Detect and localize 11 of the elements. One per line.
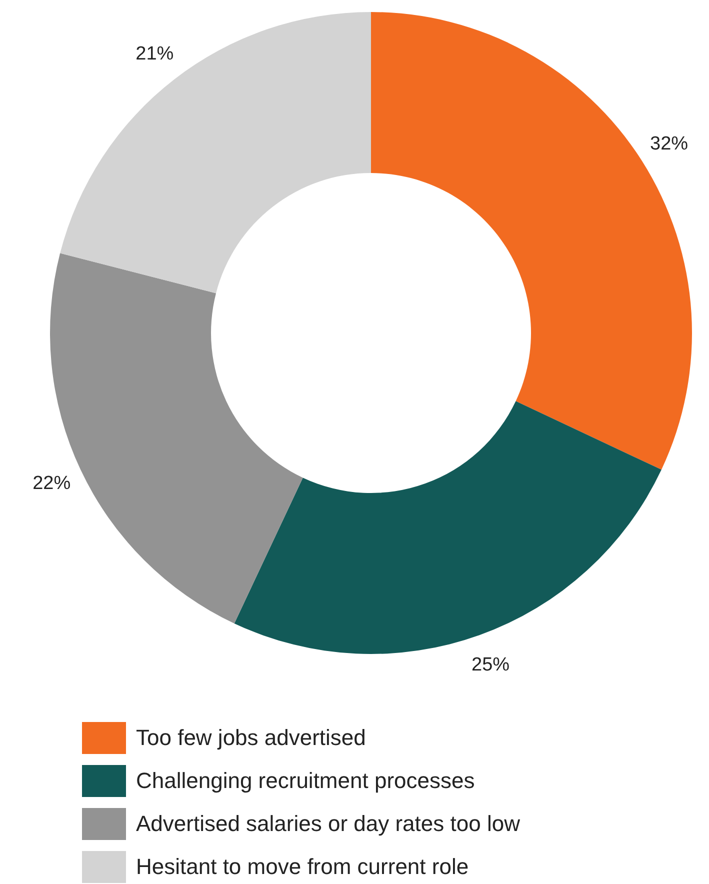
legend-label: Challenging recruitment processes [136,768,475,794]
donut-slice [234,401,662,654]
legend-label: Hesitant to move from current role [136,854,469,880]
data-label: 21% [136,44,174,65]
legend-label: Too few jobs advertised [136,724,366,750]
data-label: 25% [472,654,510,676]
donut-slice [60,12,371,294]
data-label: 22% [32,472,71,494]
donut-slice [371,12,692,470]
data-label: 32% [650,133,688,154]
legend-label: Advertised salaries or day rates too low [136,810,520,836]
